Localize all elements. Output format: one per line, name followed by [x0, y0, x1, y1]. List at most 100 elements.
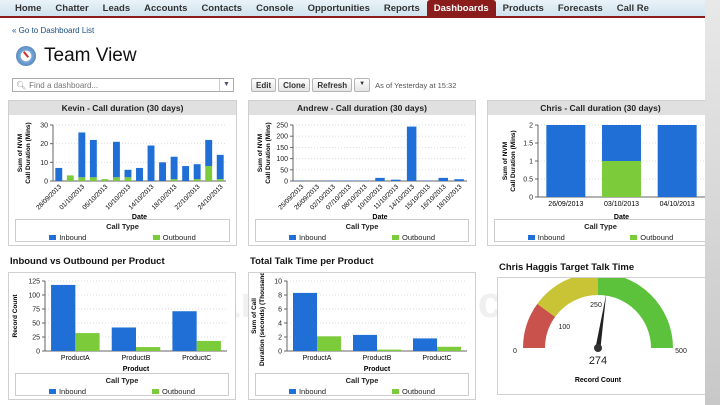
y-tick-label: 75 [32, 307, 40, 314]
tab-home[interactable]: Home [15, 3, 42, 14]
y-tick-label: 4 [278, 321, 282, 328]
chart-title: Total Talk Time per Product [250, 256, 374, 267]
chart-title: Chris - Call duration (30 days) [488, 101, 713, 115]
y-tick-label: 0 [36, 349, 40, 356]
chart-legend: Call Type Inbound Outbound [494, 219, 707, 242]
refresh-button[interactable]: Refresh [312, 78, 353, 92]
bar-inbound [353, 334, 377, 351]
bar-outbound [78, 177, 86, 181]
legend-title: Call Type [584, 222, 617, 231]
tab-opportunities[interactable]: Opportunities [307, 3, 370, 14]
x-axis-label: Date [372, 214, 387, 221]
bar-outbound [205, 166, 213, 181]
legend-swatch-outbound [392, 389, 400, 394]
legend-swatch-inbound [527, 235, 535, 240]
chart-svg: 0 50 100 150 200 250 Sum of NVMCall Duration (… [257, 122, 467, 221]
y-tick-label: 100 [276, 156, 288, 163]
tab-leads[interactable]: Leads [102, 3, 131, 14]
top-nav: Home Chatter Leads Accounts Contacts Console O… [0, 0, 705, 18]
bar-inbound [147, 145, 155, 181]
dashboard-search[interactable]: 🔍︎ ▼ [12, 78, 234, 92]
legend-swatch-inbound [48, 389, 56, 394]
search-input[interactable] [29, 80, 220, 90]
bar-inbound [170, 156, 178, 180]
legend-swatch-inbound [49, 235, 57, 240]
page-title: Team View [44, 45, 137, 66]
tab-chatter[interactable]: Chatter [55, 3, 89, 14]
y-tick-label: 6 [278, 307, 282, 314]
y-tick-label: 0.5 [523, 177, 533, 184]
x-axis-label: Date [132, 214, 147, 221]
bar-inbound [657, 125, 697, 197]
legend-items: Inbound Outbound [256, 233, 468, 242]
y-axis-label: Sum of NVMCall Duration (Mins) [502, 130, 517, 191]
edit-button[interactable]: Edit [251, 78, 277, 92]
legend-title: Call Type [345, 222, 379, 231]
legend-items: Inbound Outbound [16, 387, 228, 396]
tab-reports[interactable]: Reports [383, 3, 420, 14]
bar-inbound [546, 125, 586, 197]
y-tick-label: 2 [278, 335, 282, 342]
chart-title: Chris Haggis Target Talk Time [499, 262, 635, 273]
y-tick-label: 1 [529, 159, 533, 166]
chart-panel-records: 0 25 50 75 100 125 Record Count ProductA Product… [8, 272, 236, 400]
page-header: Team View [16, 45, 137, 67]
y-tick-label: 25 [32, 335, 40, 342]
tab-accounts[interactable]: Accounts [144, 3, 188, 14]
bar-inbound [51, 284, 76, 351]
y-tick-label: 150 [276, 145, 288, 152]
chart-svg: 0 25 50 75 100 125 Record Count ProductA Product… [12, 279, 227, 373]
legend-label: Outbound [402, 387, 435, 396]
legend-item-outbound: Outbound [392, 387, 435, 396]
y-axis-label: Record Count [12, 294, 19, 338]
y-tick-label: 50 [280, 167, 288, 174]
legend-item-outbound: Outbound [152, 233, 196, 242]
bar-inbound [182, 166, 190, 181]
bar-outbound [136, 347, 161, 351]
tab-call-re[interactable]: Call Re [616, 3, 649, 14]
tab-dashboards[interactable]: Dashboards [426, 0, 496, 18]
bar-inbound [124, 169, 132, 178]
legend-title: Call Type [105, 376, 139, 385]
chart-title: Kevin - Call duration (30 days) [9, 101, 236, 115]
refresh-dropdown-button[interactable]: ▼ [354, 78, 371, 92]
y-tick-label: 200 [276, 134, 288, 141]
clone-button[interactable]: Clone [278, 78, 311, 92]
bar-outbound [124, 177, 132, 181]
dashboard-gauge-icon [16, 46, 36, 66]
bar-inbound [205, 139, 213, 167]
bar-inbound [159, 162, 167, 181]
legend-swatch-outbound [630, 235, 638, 240]
tab-contacts[interactable]: Contacts [201, 3, 243, 14]
tab-console[interactable]: Console [256, 3, 294, 14]
gauge-range-2 [598, 273, 673, 348]
legend-label: Inbound [298, 387, 327, 396]
legend-label: Outbound [162, 233, 196, 242]
legend-item-inbound: Inbound [49, 233, 86, 242]
legend-swatch-outbound [392, 235, 400, 240]
gauge-tick-label: 500 [675, 348, 687, 355]
legend-item-inbound: Inbound [288, 387, 327, 396]
chart-title: Andrew - Call duration (30 days) [249, 101, 475, 115]
tab-products[interactable]: Products [502, 3, 544, 14]
bar-outbound [193, 179, 201, 181]
bar-inbound [136, 167, 143, 181]
last-refreshed-text: As of Yesterday at 15:32 [375, 80, 457, 90]
y-tick-label: 1.5 [523, 141, 533, 148]
x-tick-label: ProductA [303, 355, 332, 362]
chevron-down-icon[interactable]: ▼ [219, 79, 233, 91]
y-axis-label: Sum of NVMCall Duration (Mins) [257, 122, 272, 183]
legend-label: Inbound [58, 387, 87, 396]
legend-item-outbound: Outbound [392, 233, 435, 242]
y-tick-label: 0 [278, 349, 282, 356]
legend-label: Inbound [298, 233, 327, 242]
chart-legend: Call Type Inbound Outbound [255, 373, 469, 396]
legend-title: Call Type [106, 222, 139, 231]
x-tick-label: 04/10/2013 [660, 201, 695, 208]
gauge-tick-label: 100 [559, 324, 571, 331]
bar-outbound [317, 336, 341, 351]
gauge-value: 274 [589, 355, 607, 367]
tab-forecasts[interactable]: Forecasts [557, 3, 603, 14]
back-to-dashboard-list-link[interactable]: « Go to Dashboard List [12, 26, 95, 35]
x-tick-label: 03/10/2013 [604, 201, 639, 208]
